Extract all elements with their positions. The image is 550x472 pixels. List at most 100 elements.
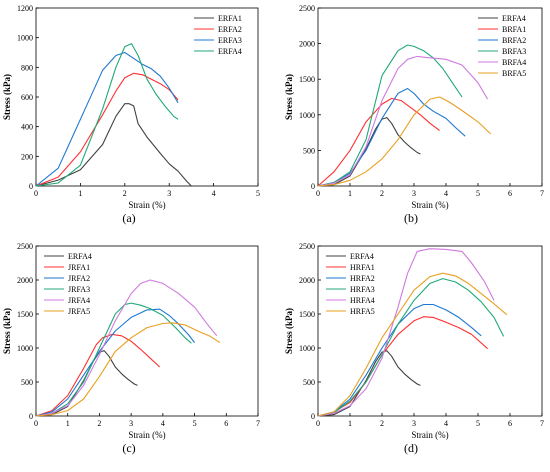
panel-1-series-line-erfa2 — [35, 72, 179, 187]
panel-1-y-tick-label: 1200 — [17, 4, 33, 13]
panel-4-y-tick-label: 2500 — [299, 242, 315, 251]
panel-3-y-tick-label: 2500 — [17, 242, 33, 251]
panel-3-series-line-jrfa5 — [35, 322, 221, 417]
panel-3-series-line-erfa4 — [35, 350, 138, 417]
panel-1-x-tick-label: 4 — [212, 189, 216, 198]
panel-2-legend-label: ERFA4 — [502, 14, 526, 23]
panel-4-x-axis-label: Strain (%) — [411, 430, 448, 440]
panel-4-legend-label: HRFA1 — [350, 263, 375, 272]
panel-1-y-tick-label: 800 — [21, 63, 33, 72]
panel-4-y-tick-label: 0 — [311, 412, 315, 421]
panel-1-y-tick-label: 400 — [21, 123, 33, 132]
panel-4-y-tick-label: 2000 — [299, 276, 315, 285]
panel-3-x-tick-label: 0 — [34, 419, 38, 428]
panel-3-panel-label: (c) — [122, 441, 135, 455]
panel-1-y-tick-label: 600 — [21, 93, 33, 102]
panel-1-y-axis-label: Stress (kPa) — [2, 74, 12, 120]
panel-1-y-tick-label: 1000 — [17, 34, 33, 43]
panel-4-legend-label: HRFA2 — [350, 274, 375, 283]
panel-2-y-tick-label: 0 — [311, 182, 315, 191]
panel-4-series-line-hrfa1 — [317, 316, 488, 417]
panel-1-legend-label: ERFA1 — [218, 14, 242, 23]
panel-1-series-line-erfa1 — [35, 103, 192, 187]
panel-3-series-line-jrfa1 — [35, 333, 161, 417]
panel-3-y-tick-label: 500 — [21, 378, 33, 387]
panel-3-legend-label: JRFA3 — [68, 285, 90, 294]
panel-3-y-tick-label: 1000 — [17, 344, 33, 353]
panel-4-series-line-hrfa5 — [317, 272, 508, 417]
panel-4-y-tick-label: 1500 — [299, 310, 315, 319]
panel-1-panel-label: (a) — [122, 211, 135, 225]
panel-3-legend-label: JRFA4 — [68, 296, 90, 305]
panel-1-legend-label: ERFA4 — [218, 47, 242, 56]
panel-4-plot-frame — [317, 245, 543, 417]
panel-2-legend-label: BRFA2 — [502, 36, 526, 45]
panel-3-series-line-jrfa4 — [35, 279, 218, 417]
panel-4-x-tick-label: 0 — [316, 419, 320, 428]
panel-2-x-tick-label: 2 — [380, 189, 384, 198]
panel-3-legend-label: JRFA1 — [68, 263, 90, 272]
panel-3-x-tick-label: 4 — [161, 419, 165, 428]
panel-1-x-tick-label: 1 — [78, 189, 82, 198]
panel-2-legend-label: BRFA4 — [502, 58, 526, 67]
panel-4-panel-label: (d) — [404, 441, 418, 455]
panel-4-x-tick-label: 2 — [380, 419, 384, 428]
panel-2-series-line-erfa4 — [317, 117, 421, 187]
panel-2-x-tick-label: 5 — [476, 189, 480, 198]
panel-4-x-tick-label: 3 — [412, 419, 416, 428]
panel-1-x-tick-label: 2 — [123, 189, 127, 198]
panel-1-plot-frame — [35, 7, 259, 187]
panel-2-x-tick-label: 6 — [508, 189, 512, 198]
panel-4-y-tick-label: 1000 — [299, 344, 315, 353]
panel-2-legend-label: BRFA3 — [502, 47, 526, 56]
panel-1-legend-label: ERFA3 — [218, 36, 242, 45]
panel-3-x-tick-label: 3 — [129, 419, 133, 428]
panel-3-x-tick-label: 5 — [193, 419, 197, 428]
panel-2-panel-label: (b) — [404, 211, 418, 225]
panel-3-y-tick-label: 0 — [29, 412, 33, 421]
panel-2-y-tick-label: 1500 — [299, 75, 315, 84]
panel-2-series-line-brfa1 — [317, 97, 440, 187]
panel-4-y-axis-label: Stress (kPa) — [284, 308, 294, 354]
panel-3-legend-label: JRFA5 — [68, 307, 90, 316]
panel-2-legend-label: BRFA1 — [502, 25, 526, 34]
panel-2-series-line-brfa3 — [317, 44, 463, 187]
panel-2-x-axis-label: Strain (%) — [411, 200, 448, 210]
panel-4-y-tick-label: 500 — [303, 378, 315, 387]
panel-3-x-axis-label: Strain (%) — [128, 430, 165, 440]
panel-2-x-tick-label: 1 — [348, 189, 352, 198]
panel-4-x-tick-label: 5 — [476, 419, 480, 428]
panel-3-series-line-jrfa2 — [35, 308, 196, 417]
panel-4-x-tick-label: 4 — [444, 419, 448, 428]
panel-3-plot-frame — [35, 245, 259, 417]
panel-4-legend-label: HRFA4 — [350, 296, 375, 305]
panel-2-y-tick-label: 2500 — [299, 4, 315, 13]
panel-1-y-tick-label: 200 — [21, 152, 33, 161]
panel-4-series-line-hrfa4 — [317, 248, 495, 417]
panel-1-x-tick-label: 5 — [256, 189, 260, 198]
panel-2-legend-label: BRFA5 — [502, 69, 526, 78]
panel-3-series-line-jrfa3 — [35, 302, 192, 417]
panel-2-y-tick-label: 2000 — [299, 40, 315, 49]
panel-4-series-line-hrfa2 — [317, 303, 482, 417]
panel-1-series-line-erfa4 — [35, 43, 179, 187]
panel-3-x-tick-label: 6 — [224, 419, 228, 428]
panel-3-y-tick-label: 1500 — [17, 310, 33, 319]
panel-2-x-tick-label: 4 — [444, 189, 448, 198]
panel-1-x-tick-label: 0 — [34, 189, 38, 198]
panel-2-series-line-brfa5 — [317, 96, 492, 187]
panel-1-y-tick-label: 0 — [29, 182, 33, 191]
panel-2-series-line-brfa2 — [317, 87, 466, 187]
panel-2-x-tick-label: 0 — [316, 189, 320, 198]
panel-3-x-tick-label: 7 — [256, 419, 260, 428]
panel-4-legend-label: HRFA5 — [350, 307, 375, 316]
panel-2-y-axis-label: Stress (kPa) — [284, 74, 294, 120]
panel-2-y-tick-label: 1000 — [299, 111, 315, 120]
panel-4-series-line-hrfa3 — [317, 278, 505, 417]
panel-4-legend-label: ERFA4 — [350, 252, 374, 261]
panel-2-y-tick-label: 500 — [303, 146, 315, 155]
panel-3-legend-label: JRFA2 — [68, 274, 90, 283]
panel-3-y-axis-label: Stress (kPa) — [2, 308, 12, 354]
